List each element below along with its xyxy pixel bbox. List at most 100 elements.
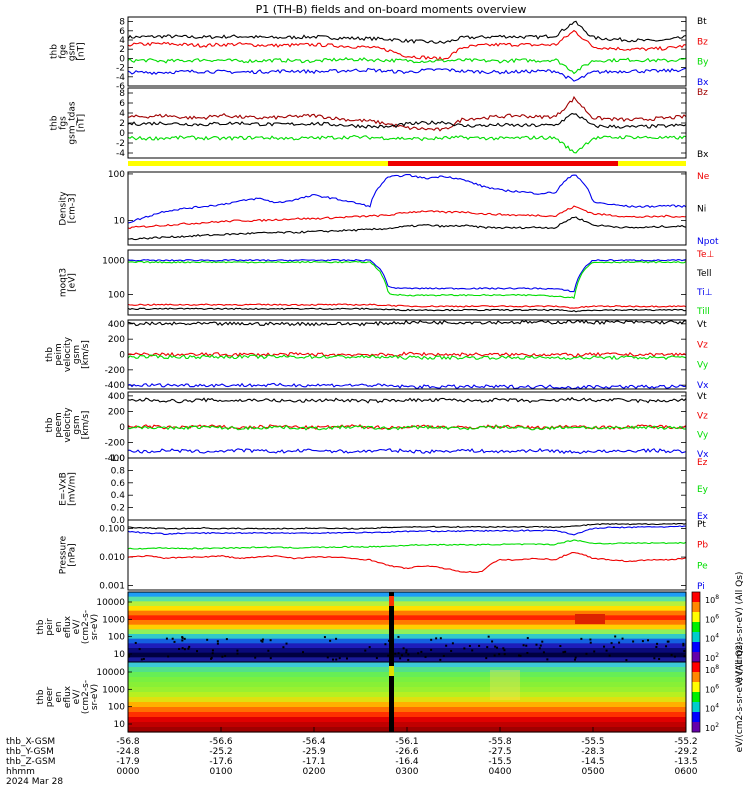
panel-8-legend-pb: Pb	[697, 541, 708, 551]
panel-10-band	[128, 672, 686, 678]
panel-9-band	[128, 634, 686, 640]
panel-2-legend-bx: Bx	[697, 150, 709, 160]
panel-9-colorbar-step	[692, 592, 700, 603]
panel-9-band	[128, 629, 686, 635]
panel-6-ylabel-line: gsm	[72, 415, 82, 434]
panel-9-speckle	[450, 649, 453, 652]
panel-9-ytick-label: 100	[108, 633, 125, 643]
panel-10-band	[128, 687, 686, 693]
panel-6-ylabel-line: [km/s]	[81, 411, 91, 440]
panel-5-legend-vz: Vz	[697, 340, 708, 350]
panel-9-ylabel-line: thb	[36, 619, 46, 634]
panel-2-frame	[127, 87, 687, 159]
panel-1-ytick-label: 4	[119, 36, 125, 46]
xaxis-row-value: -55.8	[488, 737, 512, 747]
panel-9-speckle	[183, 648, 186, 651]
panel-8-legend-pe: Pe	[697, 561, 708, 571]
panel-10-ylabel-line: thb	[36, 689, 46, 704]
panel-4-series-tell	[127, 307, 687, 313]
mode-bar-fast	[388, 161, 618, 166]
panel-9-speckle	[518, 654, 521, 657]
panel-9-speckle	[632, 640, 635, 643]
panel-3-frame	[127, 171, 687, 246]
panel-9-speckle	[496, 646, 499, 649]
panel-2-ytick-label: 6	[119, 99, 125, 109]
panel-4-legend-till: Till	[696, 307, 710, 317]
panel-4-series-te⊥	[127, 303, 687, 309]
xaxis-row-value: -55.2	[674, 737, 697, 747]
panel-9-speckle	[439, 658, 442, 661]
panel-9-speckle	[494, 645, 497, 648]
panel-10-ylabel-line: peer	[45, 686, 55, 707]
panel-9-speckle	[614, 635, 617, 638]
panel-2-ytick-label: -2	[116, 139, 125, 149]
panel-9-speckle	[332, 658, 335, 661]
panel-5-ytick-label: -400	[105, 381, 126, 391]
panel-9-speckle	[181, 647, 184, 650]
panel-9-speckle	[683, 655, 686, 658]
panel-9-gap-stripe	[389, 592, 394, 662]
panel-9-speckle	[254, 656, 257, 659]
panel-9-speckle	[546, 658, 549, 661]
panel-7-legend-ez: Ez	[697, 458, 708, 468]
panel-5-legend-vx: Vx	[697, 381, 709, 391]
panel-10-colorbar-step	[692, 712, 700, 723]
panel-9-speckle	[211, 652, 214, 655]
panel-9-speckle	[589, 638, 592, 641]
panel-5-ylabel-line: gsm	[72, 345, 82, 364]
xaxis-row-label: thb_Z-GSM	[6, 757, 55, 767]
xaxis-row-label: thb_X-GSM	[6, 737, 55, 747]
panel-9-speckle	[542, 651, 545, 654]
panel-6-ytick-label: 400	[108, 392, 125, 402]
panel-1-ytick-label: -2	[116, 64, 125, 74]
panel-10-ytick-label: 10000	[96, 668, 125, 678]
panel-10-band	[128, 707, 686, 713]
panel-9-speckle	[618, 641, 621, 644]
panel-9-speckle	[625, 659, 628, 662]
panel-7-ytick-label: 0.2	[111, 504, 125, 514]
xaxis-row-value: -56.8	[116, 737, 140, 747]
panel-6-ytick-label: -400	[105, 454, 126, 464]
panel-9-colorbar-step	[692, 642, 700, 653]
panel-4-ytick-label: 1000	[102, 256, 125, 266]
panel-9-speckle	[574, 656, 577, 659]
panel-9-speckle	[285, 642, 288, 645]
panel-9-speckle	[196, 650, 199, 653]
panel-1-frame	[127, 16, 687, 87]
panel-9-speckle	[140, 658, 143, 661]
panel-7-ylabel-line: [mV/m]	[68, 472, 78, 506]
panel-9-speckle	[216, 640, 219, 643]
panel-9-band	[128, 657, 686, 663]
panel-7-ytick-label: 0.6	[111, 479, 126, 489]
panel-9-speckle	[593, 650, 596, 653]
panel-9-speckle	[535, 643, 538, 646]
panel-7-ylabel-line: E=-VxB	[59, 472, 69, 506]
panel-1-ytick-label: -4	[116, 73, 125, 83]
xaxis-date: 2024 Mar 28	[6, 777, 63, 787]
xaxis-row-value: 0400	[489, 767, 512, 777]
panel-10-band	[128, 692, 686, 698]
panel-5-ylabel-line: peim	[54, 343, 64, 366]
panel-2-ylabel-line: thb	[50, 115, 60, 130]
panel-9-speckle	[326, 656, 329, 659]
panel-5-ylabel-line: velocity	[63, 336, 73, 372]
panel-7-legend-ey: Ey	[697, 485, 709, 495]
panel-9-speckle	[522, 644, 525, 647]
panel-9-speckle	[463, 647, 466, 650]
panel-9-speckle	[564, 650, 567, 653]
panel-5-series-vt	[127, 319, 687, 327]
panel-8-series-pt	[128, 522, 687, 530]
panel-9-band	[128, 620, 686, 626]
panel-9-ylabel-line: sr-eV)	[90, 614, 100, 640]
panel-7-ytick-label: 0.8	[111, 466, 126, 476]
panel-9-speckle	[323, 636, 326, 639]
xaxis-row-value: -25.2	[209, 747, 232, 757]
panel-10-colorbar-tick: 102	[705, 722, 719, 733]
panel-7-frame	[127, 457, 687, 521]
panel-2-legend-bz: Bz	[697, 88, 708, 98]
panel-9-speckle	[171, 637, 174, 640]
panel-9-ylabel-line: eV/	[72, 619, 82, 635]
panel-8-legend-pi: Pi	[697, 582, 705, 592]
panel-9-speckle	[397, 635, 400, 638]
